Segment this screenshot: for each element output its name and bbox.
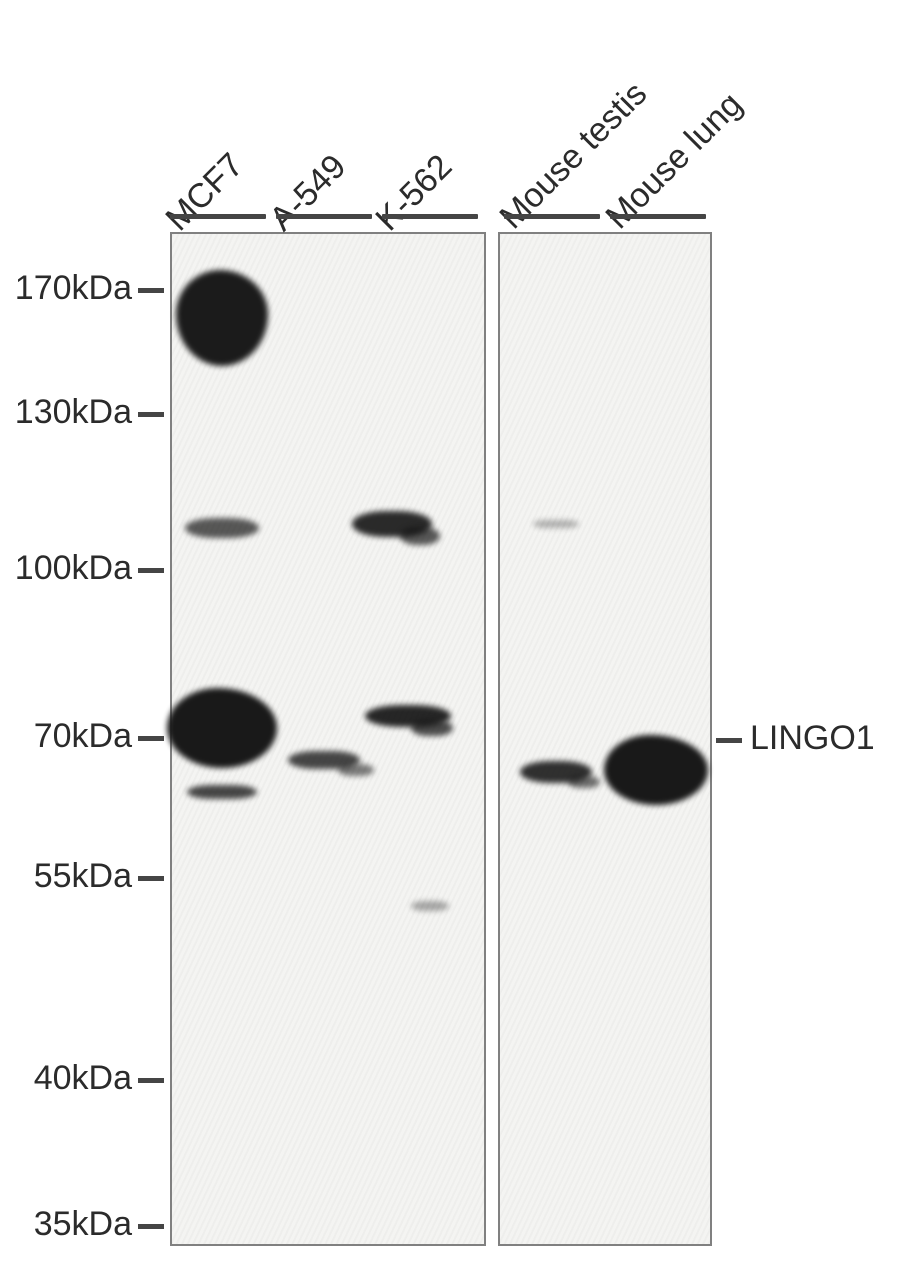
lane-underline xyxy=(170,214,266,219)
mw-marker-tick xyxy=(138,1224,164,1229)
blot-band xyxy=(604,735,708,805)
blot-band xyxy=(411,901,449,911)
mw-marker-label: 40kDa xyxy=(0,1059,132,1098)
mw-marker-tick xyxy=(138,288,164,293)
blot-band xyxy=(411,720,453,736)
blot-band xyxy=(185,518,259,538)
mw-marker-tick xyxy=(138,876,164,881)
mw-marker-label: 170kDa xyxy=(0,269,132,308)
mw-marker-tick xyxy=(138,1078,164,1083)
lane-underline xyxy=(504,214,600,219)
mw-marker-label: 100kDa xyxy=(0,549,132,588)
blot-band xyxy=(400,527,440,545)
mw-marker-label: 130kDa xyxy=(0,393,132,432)
mw-marker-label: 55kDa xyxy=(0,857,132,896)
mw-marker-tick xyxy=(138,568,164,573)
blot-band xyxy=(187,785,257,799)
mw-marker-label: 35kDa xyxy=(0,1205,132,1244)
target-protein-label: LINGO1 xyxy=(750,719,875,758)
lane-underline xyxy=(276,214,372,219)
blot-band xyxy=(338,764,374,776)
lane-label: MCF7 xyxy=(158,146,251,239)
mw-marker-label: 70kDa xyxy=(0,717,132,756)
lane-label: A-549 xyxy=(262,147,354,239)
lane-label: K-562 xyxy=(368,147,460,239)
western-blot-figure: { "figure": { "width_px": 922, "height_p… xyxy=(0,0,922,1280)
blot-band xyxy=(533,520,579,528)
blot-panel-b xyxy=(498,232,712,1246)
blot-band xyxy=(568,776,600,788)
target-tick xyxy=(716,738,742,743)
lane-underline xyxy=(610,214,706,219)
mw-marker-tick xyxy=(138,736,164,741)
blot-band xyxy=(167,688,277,768)
mw-marker-tick xyxy=(138,412,164,417)
lane-underline xyxy=(382,214,478,219)
